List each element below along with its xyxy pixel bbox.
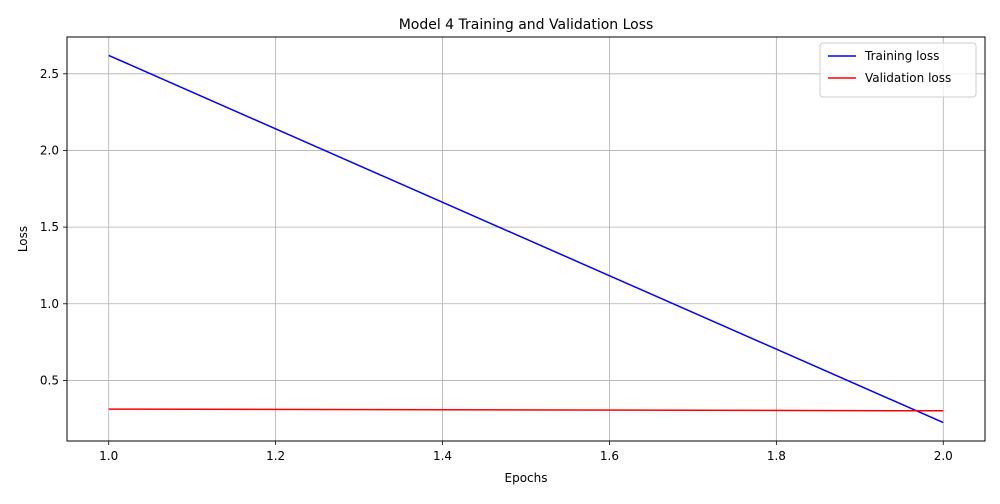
grid-layer [67,37,985,441]
x-tick-label: 2.0 [934,449,953,463]
plot-area-frame [66,36,986,442]
y-tick-label: 2.0 [40,143,59,157]
x-tick-label: 1.6 [600,449,619,463]
y-tick-label: 0.5 [40,373,59,387]
validation-loss-line [108,408,944,412]
tick-layer: 1.0 1.2 1.4 1.6 1.8 2.0 0.5 1.0 1.5 2.0 2.5 [40,67,953,463]
y-tick-label: 1.0 [40,297,59,311]
y-tick-label: 1.5 [40,220,59,234]
x-tick-label: 1.0 [99,449,118,463]
x-tick-label: 1.2 [266,449,285,463]
legend-box [819,42,977,98]
y-axis-label: Loss [16,226,30,252]
validation-loss-legend-label: Validation loss [865,71,951,85]
x-tick-label: 1.8 [767,449,786,463]
training-loss-line [108,54,944,424]
series-layer [108,54,944,424]
y-tick-label: 2.5 [40,67,59,81]
x-tick-label: 1.4 [433,449,452,463]
chart-title: Model 4 Training and Validation Loss [399,17,654,33]
x-axis-label: Epochs [505,471,548,485]
legend: Training loss Validation loss [819,42,977,98]
training-loss-legend-label: Training loss [864,49,939,63]
